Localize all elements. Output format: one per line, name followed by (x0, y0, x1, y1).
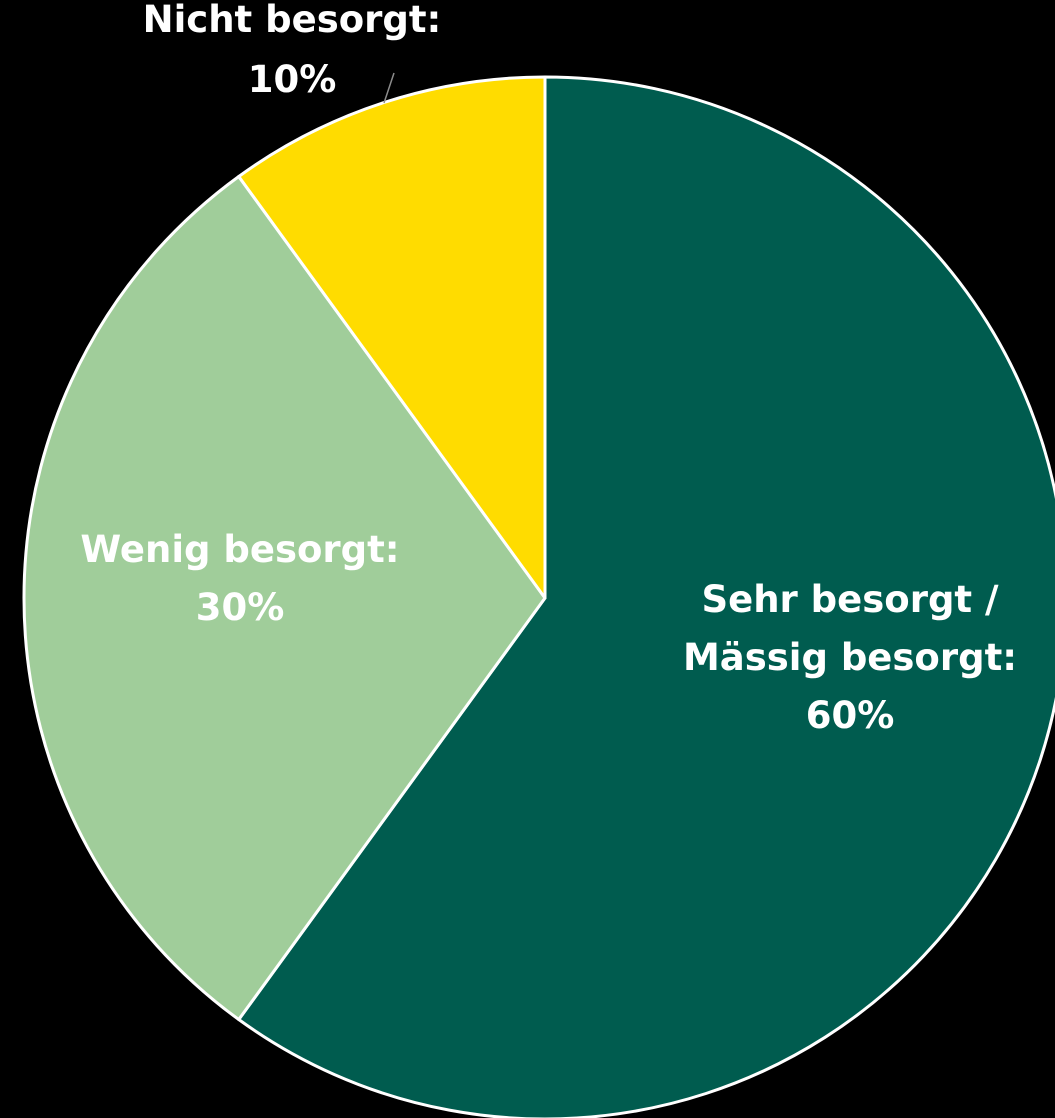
pie-label-line: Wenig besorgt: (80, 528, 399, 571)
pie-slice-sehr-besorgt (237, 75, 1055, 1118)
pie-label-line: Nicht besorgt: (143, 0, 442, 41)
pie-label-line: Mässig besorgt: (683, 636, 1017, 679)
pie-slices (22, 75, 1055, 1118)
pie-label-line: Sehr besorgt / (701, 578, 999, 621)
pie-label-nicht-besorgt: Nicht besorgt: 10% (143, 0, 442, 101)
pie-label-line: 60% (806, 694, 895, 737)
pie-labels: Sehr besorgt / Mässig besorgt: 60% Wenig be… (80, 0, 1017, 737)
pie-slice-wenig-besorgt (22, 175, 547, 1021)
pie-label-line: 30% (196, 586, 285, 629)
pie-label-line: 10% (248, 58, 337, 101)
pie-label-wenig-besorgt: Wenig besorgt: 30% (80, 528, 399, 629)
label-leader-line (383, 72, 395, 104)
pie-label-sehr-besorgt: Sehr besorgt / Mässig besorgt: 60% (683, 578, 1017, 737)
